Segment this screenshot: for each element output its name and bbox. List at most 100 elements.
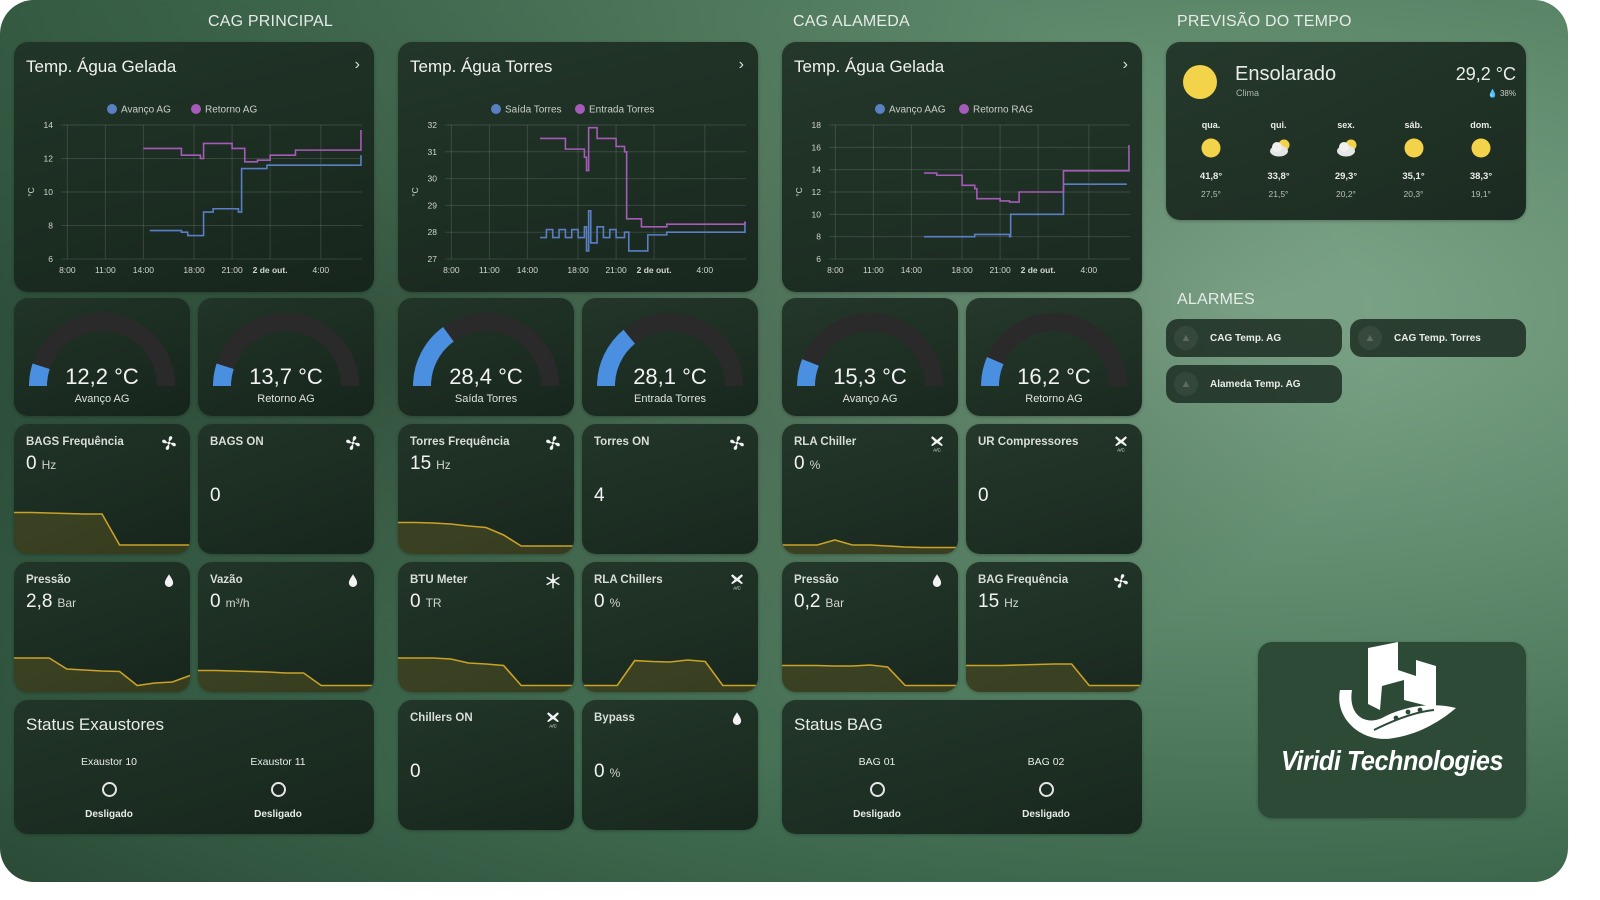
sensor-tile[interactable]: UR Compressores A/C 0 [966,424,1142,554]
chevron-right-icon[interactable]: › [738,56,744,73]
status-card[interactable]: Status Exaustores Exaustor 10 Desligado Exa… [14,700,374,834]
sunny-icon [1471,138,1491,158]
sensor-tile[interactable]: Torres Frequência 15 Hz [398,424,574,554]
sensor-tile[interactable]: Pressão 2,8 Bar [14,562,190,692]
x-tick-label: 21:00 [989,265,1011,275]
status-entity[interactable]: Exaustor 10 Desligado [49,756,169,820]
sensor-tile[interactable]: Chillers ON A/C 0 [398,700,574,830]
sensor-tile[interactable]: RLA Chiller A/C 0% [782,424,958,554]
fan-icon [160,434,178,452]
series-line [143,130,362,163]
entity-state: Desligado [1022,809,1070,820]
tile-value: 0 [210,485,221,506]
weather-humidity: 38% [1499,89,1516,98]
air-conditioner-icon: A/C [928,434,946,452]
sparkline-line [14,657,190,687]
sparkline [198,669,374,692]
sensor-tile[interactable]: BAG Frequência 15 Hz [966,562,1142,692]
status-entity[interactable]: BAG 01 Desligado [817,756,937,820]
chart-card[interactable]: Temp. Água Torres › Saída Torres Entrada To… [398,42,758,292]
legend-item[interactable]: Retorno RAG [959,104,1033,116]
legend-item[interactable]: Entrada Torres [575,104,654,116]
tile-title: BAGS ON [210,436,264,448]
chart-card[interactable]: Temp. Água Gelada › Avanço AAG Retorno RAG 6… [782,42,1142,292]
legend-label: Saída Torres [505,105,562,116]
tile-title: BAG Frequência [978,574,1069,586]
fan-icon [1112,572,1130,590]
sparkline-area [14,658,190,692]
gauge-card[interactable]: 16,2 °C Retorno AG [966,298,1142,416]
gauge-value: 28,4 °C [449,364,523,389]
forecast-low: 20,2° [1336,189,1356,199]
gauge-card[interactable]: 13,7 °C Retorno AG [198,298,374,416]
gauge-label: Saída Torres [454,393,518,405]
alarm-label: Alameda Temp. AG [1210,378,1301,390]
fan-icon [344,434,362,452]
alarm-chip[interactable]: ▲ CAG Temp. AG [1166,319,1342,357]
sensor-tile[interactable]: Torres ON 4 [582,424,758,554]
legend-item[interactable]: Retorno AG [191,104,257,116]
x-tick-label: 8:00 [443,265,460,275]
gauge-value: 28,1 °C [633,364,707,389]
forecast-high: 33,8° [1267,171,1290,182]
sparkline-area [582,660,758,692]
status-card[interactable]: Status BAG BAG 01 Desligado BAG 02 Desligado [782,700,1142,834]
y-tick-label: 12 [44,154,54,164]
alarm-chip[interactable]: ▲ Alameda Temp. AG [1166,365,1342,403]
power-off-icon [101,782,117,797]
chevron-right-icon[interactable]: › [1122,56,1128,73]
gauge-card[interactable]: 15,3 °C Avanço AG [782,298,958,416]
water-drop-icon [928,572,946,590]
x-tick-label: 8:00 [59,265,76,275]
tile-unit: Hz [41,458,57,472]
status-entity[interactable]: BAG 02 Desligado [986,756,1106,820]
sensor-tile[interactable]: Bypass 0% [582,700,758,830]
sensor-tile[interactable]: RLA Chillers A/C 0% [582,562,758,692]
x-tick-label: 2 de out. [253,265,288,275]
tile-value: 0 [594,591,605,612]
x-tick-label: 11:00 [863,265,884,275]
y-tick-label: 29 [428,200,438,210]
alarm-chip[interactable]: ▲ CAG Temp. Torres [1350,319,1526,357]
weather-condition: Ensolarado [1235,63,1337,85]
svg-text:A/C: A/C [549,723,557,728]
legend-label: Retorno RAG [973,105,1033,116]
gauge-card[interactable]: 12,2 °C Avanço AG [14,298,190,416]
tile-unit: % [609,766,621,780]
chevron-right-icon[interactable]: › [354,56,360,73]
legend-item[interactable]: Avanço AAG [875,104,946,116]
sensor-tile[interactable]: BTU Meter 0 TR [398,562,574,692]
tile-unit: Hz [1004,596,1019,610]
alarm-label: CAG Temp. Torres [1394,332,1481,344]
line-chart: Saída Torres Entrada Torres 27 28 29 30 31 32 8:… [410,104,746,275]
sparkline-line [966,663,1142,687]
alarm-bell-icon: ▲ [1174,372,1198,396]
sensor-tile[interactable]: BAGS ON 0 [198,424,374,554]
forecast-high: 38,3° [1469,171,1493,182]
gauge [213,313,359,387]
legend-item[interactable]: Saída Torres [491,104,562,116]
x-tick-label: 2 de out. [637,265,672,275]
chart-card[interactable]: Temp. Água Gelada › Avanço AG Retorno AG 6 8 1… [14,42,374,292]
weather-card[interactable]: Ensolarado Clima 29,2 °C 💧 38% qua. 41,8°… [1166,42,1526,220]
gauge-card[interactable]: 28,4 °C Saída Torres [398,298,574,416]
tile-title: RLA Chiller [794,436,857,448]
section-heading-cag-alameda: CAG ALAMEDA [793,13,910,30]
x-tick-label: 14:00 [133,265,155,275]
tile-unit: m³/h [225,596,250,610]
gauge-card[interactable]: 28,1 °C Entrada Torres [582,298,758,416]
sparkline-line [198,669,374,687]
legend-item[interactable]: Avanço AG [107,104,171,116]
y-tick-label: 12 [812,187,822,197]
sparkline-area [782,665,958,692]
sparkline-area [398,658,574,692]
sensor-tile[interactable]: Pressão 0,2 Bar [782,562,958,692]
tile-value-row: 0 m³/h [210,591,250,613]
weather-source: Clima [1236,88,1260,98]
status-entity[interactable]: Exaustor 11 Desligado [218,756,338,820]
chart-title: Temp. Água Gelada [794,57,945,76]
legend-label: Retorno AG [205,105,257,116]
sensor-tile[interactable]: Vazão 0 m³/h [198,562,374,692]
sunny-icon [1404,138,1424,158]
sensor-tile[interactable]: BAGS Frequência 0 Hz [14,424,190,554]
